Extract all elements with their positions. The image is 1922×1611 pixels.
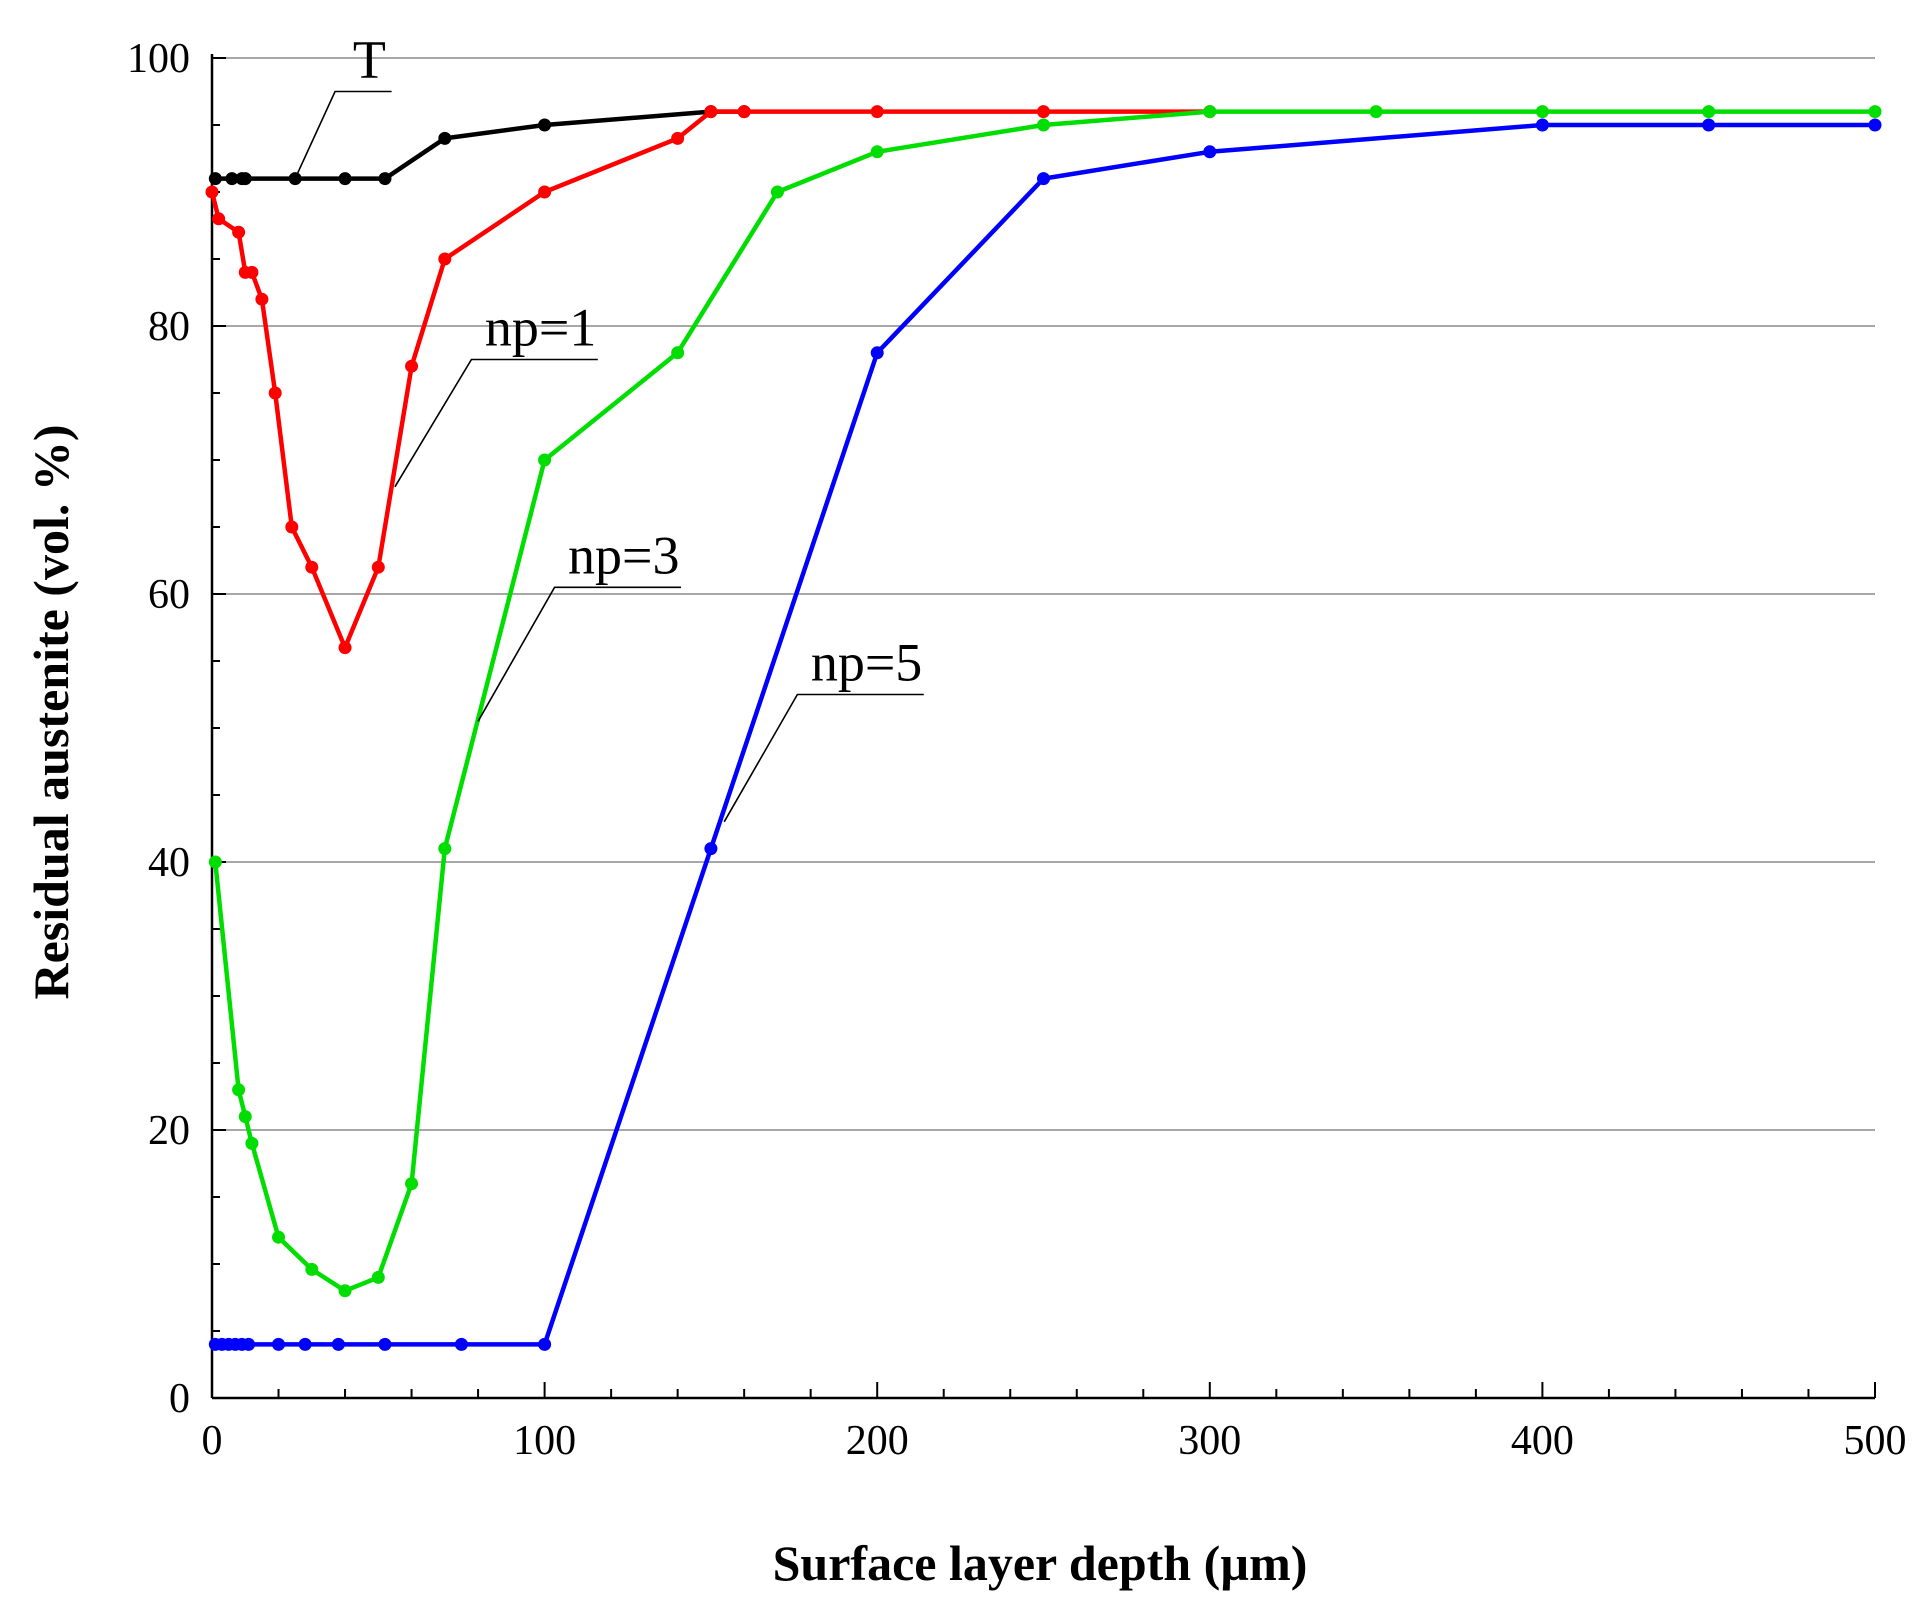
data-point-np-5-6 xyxy=(272,1337,286,1351)
data-point-np-1-10 xyxy=(371,560,385,574)
y-tick-label-40: 40 xyxy=(148,840,190,886)
data-point-np-3-4 xyxy=(272,1230,286,1244)
data-point-np-1-13 xyxy=(538,185,552,199)
data-point-t-5 xyxy=(338,172,352,186)
data-point-np-5-17 xyxy=(1702,118,1716,132)
data-point-np-1-1 xyxy=(212,212,226,226)
annotation-leader-np-3 xyxy=(477,586,681,722)
axes-layer: 0 20 40 60 80 100 0 100 200 300 400 500 xyxy=(127,36,1907,1464)
data-point-np-1-9 xyxy=(338,641,352,655)
data-point-np-3-17 xyxy=(1535,105,1549,119)
data-point-np-1-5 xyxy=(255,292,269,306)
data-point-np-3-14 xyxy=(1037,118,1050,132)
x-tick-label-200: 200 xyxy=(846,1418,909,1464)
data-point-np-3-13 xyxy=(870,145,884,159)
data-point-np-3-16 xyxy=(1369,105,1383,119)
data-point-np-3-0 xyxy=(208,855,222,869)
data-point-np-5-9 xyxy=(378,1337,392,1351)
series-label-t: T xyxy=(353,30,386,90)
data-point-np-5-5 xyxy=(242,1337,256,1351)
data-point-np-5-16 xyxy=(1535,118,1549,132)
data-point-np-5-10 xyxy=(454,1337,468,1351)
data-point-np-3-6 xyxy=(338,1284,352,1298)
data-point-np-3-1 xyxy=(232,1083,246,1097)
annotation-leader-t xyxy=(294,90,392,179)
series-line-np-1 xyxy=(209,109,1210,650)
series-np-5 xyxy=(208,118,1882,1351)
data-point-t-8 xyxy=(538,118,552,132)
annotation-t: T xyxy=(294,30,392,179)
y-tick-label-60: 60 xyxy=(148,572,190,618)
data-point-np-3-19 xyxy=(1868,105,1882,119)
data-point-np-3-18 xyxy=(1702,105,1716,119)
data-point-np-5-13 xyxy=(870,346,884,360)
data-point-np-5-12 xyxy=(704,842,718,856)
x-tick-label-0: 0 xyxy=(202,1418,223,1464)
annotation-np-5: np=5 xyxy=(723,633,924,823)
data-point-np-1-0 xyxy=(205,185,219,199)
data-point-np-1-17 xyxy=(870,105,884,119)
data-point-np-1-4 xyxy=(245,265,259,279)
data-point-t-6 xyxy=(378,172,392,186)
annotation-leader-np-5 xyxy=(723,693,924,823)
series-label-np-5: np=5 xyxy=(811,633,922,693)
data-point-np-1-15 xyxy=(704,105,718,119)
data-point-np-3-15 xyxy=(1203,105,1217,119)
data-point-t-1 xyxy=(225,172,239,186)
series-label-np-1: np=1 xyxy=(485,298,596,358)
y-tick-label-20: 20 xyxy=(148,1108,190,1154)
x-tick-label-500: 500 xyxy=(1844,1418,1907,1464)
data-point-np-3-10 xyxy=(538,453,552,467)
grid-layer xyxy=(212,57,1875,1131)
data-point-np-1-8 xyxy=(305,560,319,574)
series-label-np-3: np=3 xyxy=(568,525,679,585)
series-t xyxy=(208,105,751,186)
data-point-np-5-11 xyxy=(538,1337,552,1351)
data-point-np-3-3 xyxy=(245,1136,259,1150)
data-point-np-1-18 xyxy=(1037,105,1050,119)
data-point-np-1-7 xyxy=(285,520,299,534)
y-axis-title: Residual austenite (vol. %) xyxy=(23,425,79,1000)
series-line-np-5 xyxy=(215,122,1875,1347)
data-point-np-3-7 xyxy=(371,1270,385,1284)
data-point-t-7 xyxy=(438,131,452,145)
series-np-3 xyxy=(208,105,1882,1298)
x-tick-label-100: 100 xyxy=(513,1418,576,1464)
x-tick-label-400: 400 xyxy=(1511,1418,1574,1464)
data-point-np-1-16 xyxy=(737,105,751,119)
series-np-1 xyxy=(205,105,1217,655)
x-tick-label-300: 300 xyxy=(1178,1418,1241,1464)
x-axis-title: Surface layer depth (µm) xyxy=(773,1535,1308,1591)
data-point-t-0 xyxy=(208,172,222,186)
data-point-np-1-12 xyxy=(438,252,452,266)
data-point-np-1-14 xyxy=(671,131,685,145)
data-point-np-1-2 xyxy=(232,225,246,239)
series-line-np-3 xyxy=(213,109,1875,1294)
annotation-layer: Tnp=1 np=3 np=5 xyxy=(294,30,924,823)
data-point-np-3-9 xyxy=(438,842,452,856)
data-point-np-1-6 xyxy=(268,386,282,400)
data-point-t-3 xyxy=(238,172,252,186)
data-point-np-3-8 xyxy=(405,1177,419,1191)
data-point-np-3-11 xyxy=(671,346,685,360)
y-tick-label-0: 0 xyxy=(169,1376,190,1422)
data-point-np-5-8 xyxy=(331,1337,345,1351)
series-layer xyxy=(205,105,1882,1351)
data-point-np-1-11 xyxy=(405,359,419,373)
data-point-np-3-2 xyxy=(238,1110,252,1124)
data-point-np-5-15 xyxy=(1203,145,1217,159)
data-point-np-5-7 xyxy=(298,1337,312,1351)
annotation-np-3: np=3 xyxy=(477,525,681,722)
annotation-leader-np-1 xyxy=(394,358,598,488)
data-point-np-3-12 xyxy=(770,185,784,199)
data-point-np-5-18 xyxy=(1868,118,1882,132)
data-point-np-5-14 xyxy=(1037,172,1050,186)
y-tick-label-100: 100 xyxy=(127,36,190,82)
data-point-np-3-5 xyxy=(305,1262,319,1276)
y-tick-label-80: 80 xyxy=(148,304,190,350)
annotation-np-1: np=1 xyxy=(394,298,598,488)
